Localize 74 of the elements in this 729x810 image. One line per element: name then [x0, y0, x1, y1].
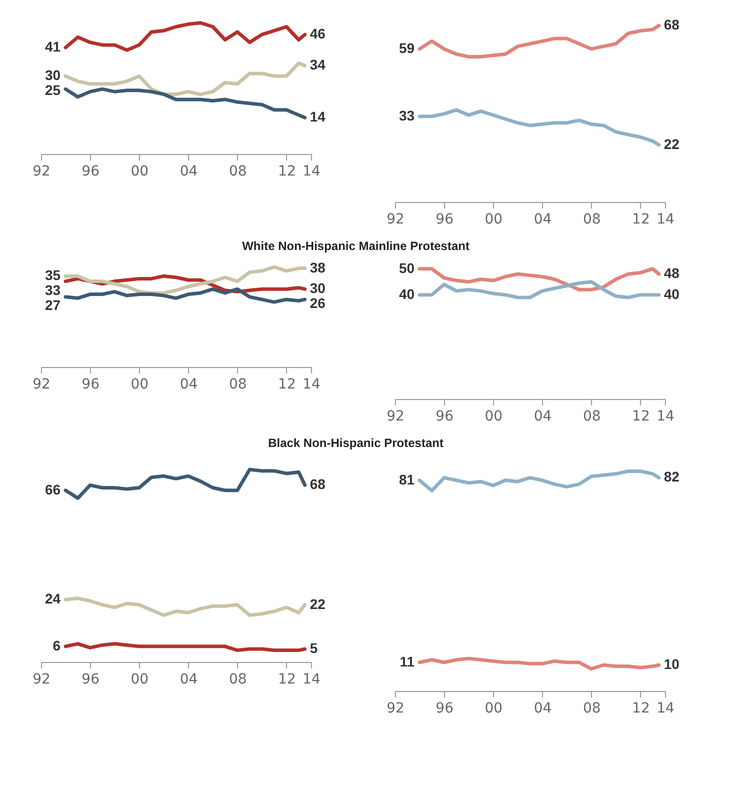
- data-label: 46: [310, 26, 326, 42]
- x-tick-label: 04: [180, 672, 198, 688]
- data-label: 10: [664, 656, 680, 672]
- x-tick-label: 92: [32, 164, 50, 180]
- x-tick-label: 08: [228, 672, 247, 688]
- x-tick-label: 00: [484, 700, 503, 716]
- text: White Non-Hispanic Mainline Protestant: [242, 239, 470, 253]
- x-tick-label: 12: [278, 164, 296, 180]
- x-tick-label: 00: [484, 212, 503, 228]
- x-tick-label: 12: [632, 212, 650, 228]
- x-tick-label: 96: [82, 672, 100, 688]
- x-tick-label: 12: [632, 408, 650, 424]
- x-tick-label: 96: [436, 700, 454, 716]
- x-tick-label: 92: [386, 408, 404, 424]
- x-tick-label: 08: [582, 212, 601, 228]
- x-tick-label: 08: [228, 376, 247, 392]
- x-tick-label: 14: [302, 376, 320, 392]
- data-label: 68: [664, 16, 680, 33]
- data-label: 59: [398, 40, 415, 56]
- x-tick-label: 14: [302, 164, 320, 180]
- data-label: 26: [310, 295, 326, 312]
- x-tick-label: 12: [632, 700, 650, 716]
- data-label: 27: [44, 297, 61, 314]
- data-label: 11: [400, 653, 415, 670]
- x-tick-label: 04: [534, 700, 552, 716]
- x-tick-label: 00: [130, 376, 149, 392]
- data-label: 48: [664, 265, 680, 282]
- data-label: 66: [44, 481, 61, 498]
- x-tick-label: 00: [130, 672, 149, 688]
- data-label: 38: [310, 259, 326, 276]
- x-tick-label: 14: [656, 408, 674, 424]
- x-tick-label: 00: [484, 408, 503, 424]
- data-label: 41: [44, 38, 61, 55]
- x-tick-label: 96: [436, 408, 454, 424]
- x-tick-label: 04: [180, 376, 198, 392]
- data-label: 14: [310, 108, 326, 125]
- x-tick-label: 04: [534, 408, 552, 424]
- data-label: 6: [52, 637, 61, 654]
- data-label: 5: [310, 640, 318, 656]
- x-tick-label: 08: [228, 164, 247, 180]
- x-tick-label: 92: [386, 700, 404, 716]
- x-tick-label: 12: [278, 376, 296, 392]
- data-label: 50: [398, 260, 415, 276]
- x-tick-label: 14: [656, 700, 674, 716]
- x-tick-label: 12: [278, 672, 296, 688]
- data-label: 82: [664, 468, 680, 485]
- data-label: 68: [310, 476, 326, 492]
- data-label: 40: [664, 286, 680, 302]
- data-label: 22: [310, 596, 326, 612]
- data-label: 81: [398, 471, 415, 488]
- x-tick-label: 14: [656, 212, 674, 228]
- data-label: 30: [310, 280, 326, 296]
- data-label: 25: [44, 82, 61, 98]
- x-tick-label: 00: [130, 164, 149, 180]
- x-tick-label: 04: [534, 212, 552, 228]
- x-tick-label: 96: [82, 376, 100, 392]
- data-label: 34: [310, 56, 326, 73]
- data-label: 24: [44, 590, 61, 607]
- x-tick-label: 08: [582, 408, 601, 424]
- data-label: 22: [664, 136, 680, 152]
- data-label: 35: [44, 267, 61, 284]
- data-label: 40: [398, 286, 415, 302]
- x-tick-label: 04: [180, 164, 198, 180]
- data-label: 30: [44, 67, 61, 84]
- x-tick-label: 96: [82, 164, 100, 180]
- data-label: 33: [398, 107, 415, 124]
- x-tick-label: 96: [436, 212, 454, 228]
- x-tick-label: 92: [386, 212, 404, 228]
- x-tick-label: 14: [302, 672, 320, 688]
- data-label: 33: [44, 282, 61, 298]
- text: Black Non-Hispanic Protestant: [268, 436, 444, 450]
- x-tick-label: 92: [32, 376, 50, 392]
- x-tick-label: 92: [32, 672, 50, 688]
- x-tick-label: 08: [582, 700, 601, 716]
